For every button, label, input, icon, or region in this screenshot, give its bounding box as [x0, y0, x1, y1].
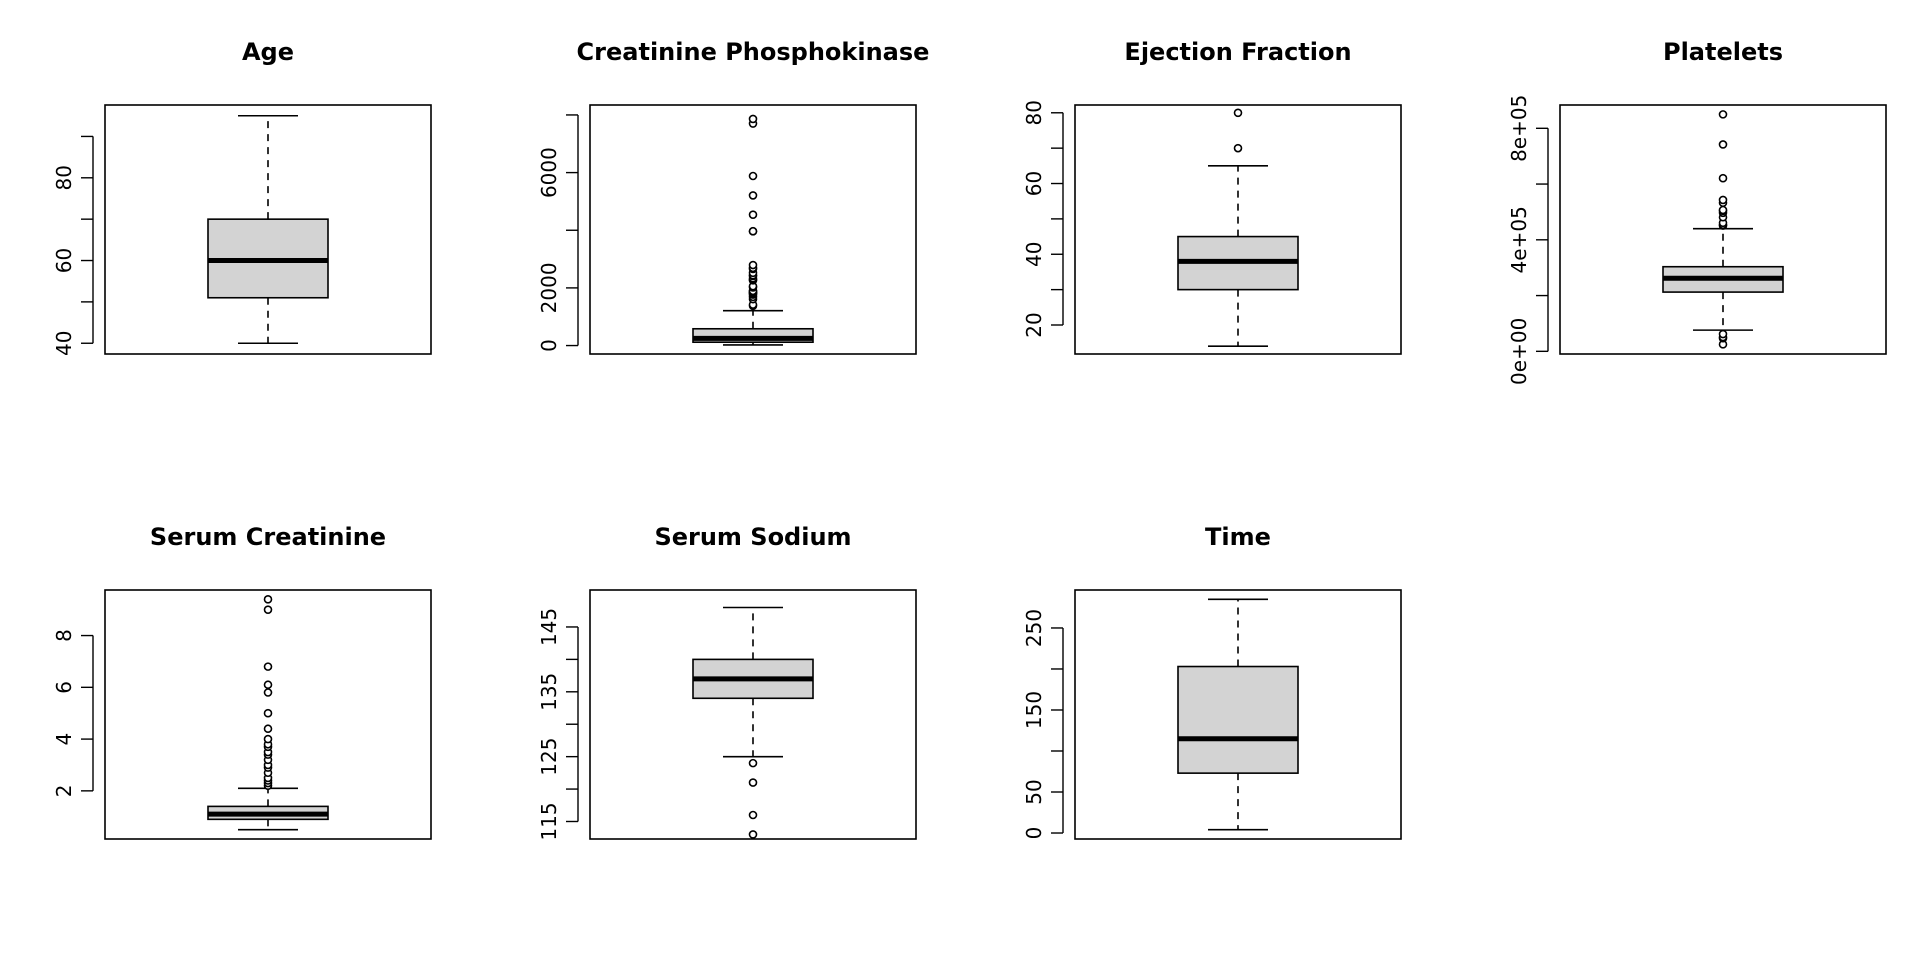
panel-title: Platelets: [1663, 38, 1783, 66]
outlier-point: [748, 191, 758, 200]
y-tick-label: 6000: [537, 147, 561, 198]
outlier-point: [1233, 108, 1243, 118]
panel-title: Age: [242, 38, 294, 66]
outlier-point: [748, 778, 758, 787]
outlier-point: [748, 210, 758, 219]
y-tick-label: 2: [52, 784, 76, 797]
y-tick-label: 135: [537, 673, 561, 711]
outlier-point: [748, 171, 758, 181]
outlier-point: [1718, 195, 1728, 205]
y-tick-label: 145: [537, 608, 561, 646]
outlier-point: [263, 734, 273, 744]
outlier-point: [1718, 173, 1728, 183]
y-tick-label: 40: [52, 331, 76, 356]
outlier-point: [263, 708, 273, 718]
y-tick-label: 2000: [537, 262, 561, 313]
outlier-point: [263, 605, 273, 614]
y-tick-label: 40: [1022, 242, 1046, 267]
outlier-point: [263, 724, 273, 734]
outlier-point: [1718, 329, 1728, 339]
outlier-point: [748, 114, 758, 124]
outlier-point: [1718, 110, 1728, 119]
y-tick-label: 50: [1022, 779, 1046, 804]
y-tick-label: 80: [1022, 100, 1046, 125]
y-tick-label: 60: [52, 248, 76, 273]
y-tick-label: 0: [537, 339, 561, 352]
plot-frame: [589, 104, 917, 355]
iqr-box: [1177, 665, 1299, 774]
plot-frame: [1074, 104, 1402, 355]
y-tick-label: 60: [1022, 171, 1046, 196]
boxplot-panel: Serum Creatinine 2 4 6 8: [52, 523, 432, 840]
outlier-point: [748, 830, 758, 839]
outlier-point: [748, 810, 758, 820]
y-tick-label: 8e+05: [1507, 95, 1531, 162]
outlier-point: [1718, 205, 1728, 215]
plot-frame: [1559, 104, 1887, 355]
y-tick-label: 125: [537, 738, 561, 776]
y-tick-label: 250: [1022, 609, 1046, 647]
panel-title: Creatinine Phosphokinase: [577, 38, 930, 66]
outlier-point: [263, 595, 273, 604]
outlier-point: [748, 758, 758, 768]
y-tick-label: 4: [52, 733, 76, 746]
panel-title: Serum Sodium: [654, 523, 851, 551]
y-tick-label: 80: [52, 165, 76, 190]
y-tick-label: 150: [1022, 691, 1046, 729]
boxplot-panel: Creatinine Phosphokinase 0 2000 6000: [537, 38, 930, 355]
plot-frame: [589, 589, 917, 840]
y-tick-label: 0e+00: [1507, 318, 1531, 385]
boxplot-panel: Time 0 50 150 250: [1022, 523, 1402, 840]
outlier-point: [748, 226, 758, 236]
boxplot-panel: Age 40 60 80: [52, 38, 432, 356]
outlier-point: [1233, 143, 1243, 153]
panel-title: Serum Creatinine: [150, 523, 386, 551]
boxplot-panel: Platelets 0e+00 4e+05 8e+05: [1507, 38, 1887, 385]
plot-frame: [104, 589, 432, 840]
outlier-point: [263, 688, 273, 697]
boxplot-panel: Ejection Fraction 20 40 60 80: [1022, 38, 1402, 355]
outlier-point: [263, 662, 273, 671]
plot-frame: [1074, 589, 1402, 840]
y-tick-label: 115: [537, 802, 561, 840]
boxplot-panel: Serum Sodium 115 125 135 145: [537, 523, 917, 841]
y-tick-label: 0: [1022, 827, 1046, 840]
plot-frame: [104, 104, 432, 355]
y-tick-label: 4e+05: [1507, 206, 1531, 273]
y-tick-label: 6: [52, 681, 76, 694]
outlier-point: [748, 260, 758, 270]
y-tick-label: 8: [52, 629, 76, 642]
panel-title: Time: [1205, 523, 1271, 551]
outlier-point: [263, 680, 273, 690]
panel-title: Ejection Fraction: [1124, 38, 1351, 66]
y-tick-label: 20: [1022, 312, 1046, 337]
outlier-point: [1718, 140, 1728, 149]
